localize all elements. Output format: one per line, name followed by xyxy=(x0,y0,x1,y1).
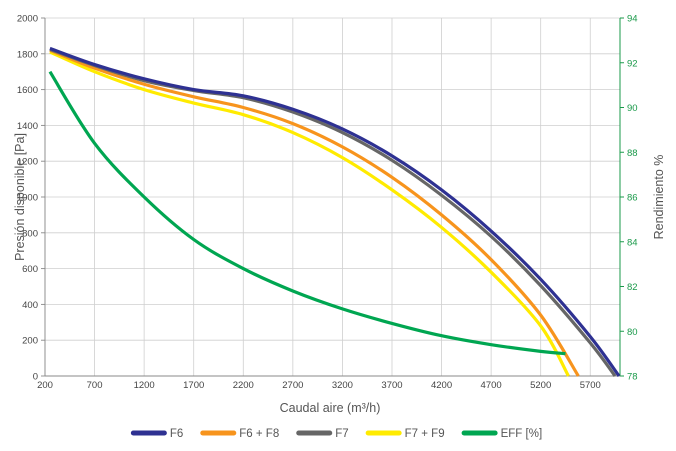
axes-layer: 0200400600800100012001400160018002000200… xyxy=(17,14,638,392)
x-tick-label: 200 xyxy=(37,380,53,391)
legend: F6 F6 + F8 F7 F7 + F9 EFF [%] xyxy=(130,428,543,440)
y-tick-label: 0 xyxy=(33,372,38,383)
y-right-tick-label: 80 xyxy=(627,327,638,338)
legend-label: F7 + F9 xyxy=(405,428,445,440)
legend-label: F6 + F8 xyxy=(239,428,279,440)
y-tick-label: 200 xyxy=(22,336,38,347)
y-right-tick-label: 92 xyxy=(627,58,638,69)
legend-label: F7 xyxy=(335,428,348,440)
legend-swatch-f7 xyxy=(296,430,333,436)
x-tick-label: 1200 xyxy=(134,380,155,391)
legend-swatch-f6-f8 xyxy=(200,430,237,436)
grid-layer xyxy=(44,17,621,377)
y-axis-right-label: Rendimiento % xyxy=(652,155,666,240)
legend-label: EFF [%] xyxy=(501,428,543,440)
legend-label: F6 xyxy=(170,428,183,440)
y-right-tick-label: 94 xyxy=(627,14,638,25)
y-tick-label: 600 xyxy=(22,264,38,275)
x-tick-label: 1700 xyxy=(183,380,204,391)
series-line-eff xyxy=(48,70,566,356)
x-tick-label: 700 xyxy=(87,380,103,391)
y-tick-label: 1000 xyxy=(17,193,38,204)
legend-swatch-f6 xyxy=(130,430,167,436)
x-tick-label: 4200 xyxy=(431,380,452,391)
x-axis-label: Caudal aire (m³/h) xyxy=(280,401,381,415)
y-right-tick-label: 86 xyxy=(627,193,638,204)
legend-swatch-f7-f9 xyxy=(365,430,402,436)
y-right-tick-label: 90 xyxy=(627,103,638,114)
series-line-f7-f9 xyxy=(49,50,570,377)
y-right-tick-label: 88 xyxy=(627,148,638,159)
legend-swatch-eff xyxy=(461,430,498,436)
series-line-f6-f8 xyxy=(49,48,580,377)
x-tick-label: 3200 xyxy=(332,380,353,391)
x-tick-label: 2700 xyxy=(282,380,303,391)
y-tick-label: 1200 xyxy=(17,157,38,168)
x-tick-label: 3700 xyxy=(381,380,402,391)
y-tick-label: 800 xyxy=(22,228,38,239)
y-tick-label: 1600 xyxy=(17,85,38,96)
x-tick-label: 5700 xyxy=(580,380,601,391)
x-tick-label: 5200 xyxy=(530,380,551,391)
y-tick-label: 1400 xyxy=(17,121,38,132)
series-line-f6 xyxy=(49,46,621,377)
y-tick-label: 400 xyxy=(22,300,38,311)
x-tick-label: 2200 xyxy=(233,380,254,391)
y-tick-label: 2000 xyxy=(17,14,38,25)
y-right-tick-label: 84 xyxy=(627,237,638,248)
series-line-f7 xyxy=(49,47,617,377)
y-right-tick-label: 82 xyxy=(627,282,638,293)
y-axis-label: Presión disponible [Pa] xyxy=(13,133,27,261)
y-tick-label: 1800 xyxy=(17,49,38,60)
x-tick-label: 4700 xyxy=(481,380,502,391)
y-right-tick-label: 78 xyxy=(627,372,638,383)
series-layer xyxy=(48,46,621,377)
